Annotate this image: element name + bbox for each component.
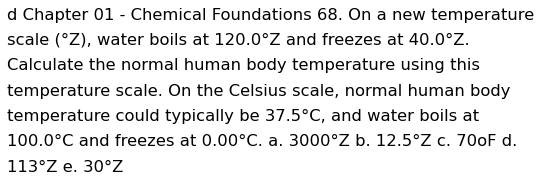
Text: d Chapter 01 - Chemical Foundations 68. On a new temperature: d Chapter 01 - Chemical Foundations 68. … <box>7 8 534 23</box>
Text: 100.0°C and freezes at 0.00°C. a. 3000°Z b. 12.5°Z c. 70oF d.: 100.0°C and freezes at 0.00°C. a. 3000°Z… <box>7 134 517 149</box>
Text: Calculate the normal human body temperature using this: Calculate the normal human body temperat… <box>7 58 480 73</box>
Text: 113°Z e. 30°Z: 113°Z e. 30°Z <box>7 160 123 175</box>
Text: scale (°Z), water boils at 120.0°Z and freezes at 40.0°Z.: scale (°Z), water boils at 120.0°Z and f… <box>7 33 469 48</box>
Text: temperature scale. On the Celsius scale, normal human body: temperature scale. On the Celsius scale,… <box>7 84 510 99</box>
Text: temperature could typically be 37.5°C, and water boils at: temperature could typically be 37.5°C, a… <box>7 109 479 124</box>
